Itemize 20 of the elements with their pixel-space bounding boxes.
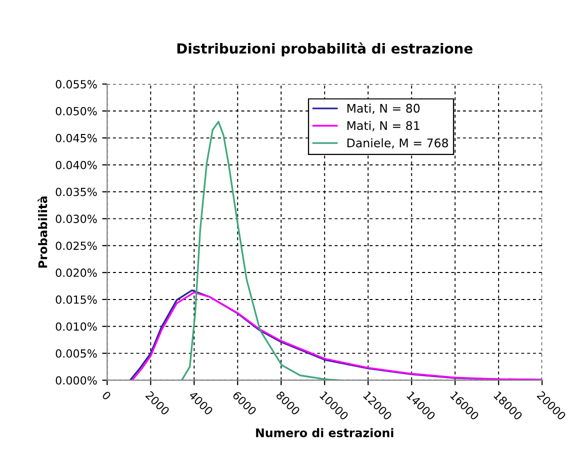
- y-tick-label: 0.005%: [56, 349, 97, 358]
- x-axis-title: Numero di estrazioni: [256, 428, 394, 438]
- chart-title: Distribuzioni probabilità di estrazione: [177, 42, 472, 56]
- y-tick-label: 0.040%: [56, 160, 97, 170]
- y-tick-label: 0.015%: [56, 295, 97, 304]
- y-axis-title: Probabilità: [38, 196, 48, 268]
- y-tick-label: 0.000%: [56, 376, 97, 385]
- y-tick-label: 0.035%: [56, 188, 97, 196]
- x-tick-label: 0: [102, 390, 112, 401]
- y-tick-label: 0.045%: [56, 134, 97, 142]
- y-tick-label: 0.010%: [56, 322, 97, 331]
- line-series: [180, 120, 341, 380]
- legend-label: Mati, N = 81: [347, 120, 420, 132]
- y-tick-label: 0.030%: [56, 214, 97, 224]
- y-tick-label: 0.020%: [56, 268, 97, 277]
- legend-label: Mati, N = 80: [347, 104, 420, 114]
- y-tick-label: 0.055%: [56, 80, 97, 88]
- legend-label: Daniele, M = 768: [347, 138, 448, 149]
- y-tick-label: 0.025%: [56, 242, 97, 250]
- y-tick-label: 0.050%: [56, 106, 97, 116]
